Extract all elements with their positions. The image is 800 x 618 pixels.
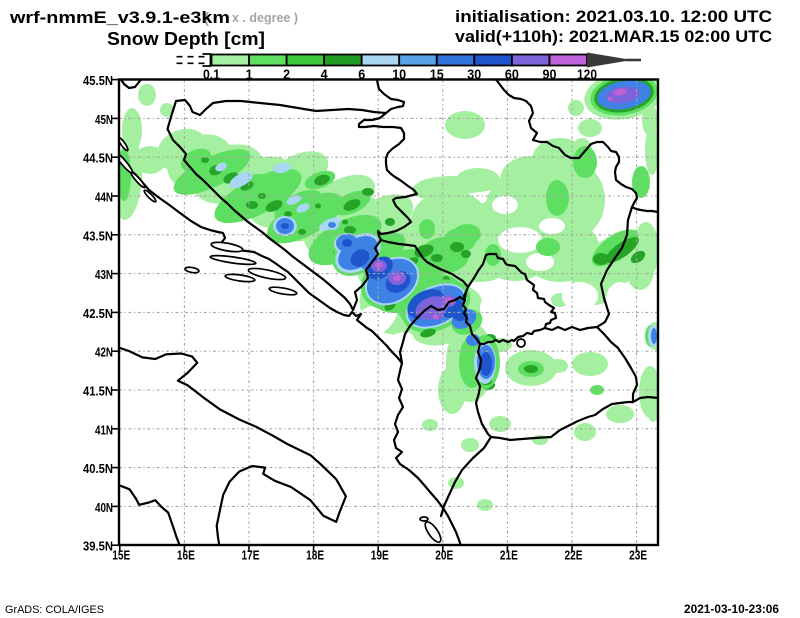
svg-text:41N: 41N [95,422,113,437]
svg-text:20E: 20E [435,548,453,563]
svg-text:15: 15 [430,67,444,82]
svg-text:0.1: 0.1 [203,67,220,82]
svg-text:1: 1 [246,67,253,82]
svg-text:23E: 23E [629,548,647,563]
svg-text:2021-03-10-23:06: 2021-03-10-23:06 [684,602,779,616]
svg-text:42N: 42N [95,345,113,360]
svg-text:30: 30 [467,67,481,82]
svg-text:43.5N: 43.5N [83,228,113,243]
svg-text:(: ( [204,10,209,27]
svg-text:19E: 19E [371,548,389,563]
svg-text:42.5N: 42.5N [83,306,113,321]
svg-text:6: 6 [358,67,365,82]
svg-text:60: 60 [505,67,519,82]
svg-text:Snow Depth [cm]: Snow Depth [cm] [107,29,265,49]
svg-text:x . degree ): x . degree ) [232,10,298,25]
svg-text:43N: 43N [95,267,113,282]
svg-text:16E: 16E [177,548,195,563]
svg-text:44.5N: 44.5N [83,151,113,166]
svg-text:39.5N: 39.5N [83,539,113,554]
svg-text:22E: 22E [565,548,583,563]
svg-text:45N: 45N [95,112,113,127]
svg-text:44N: 44N [95,190,113,205]
svg-text:initialisation: 2021.03.10.: initialisation: 2021.03.10. 12:00 UTC [455,7,772,26]
svg-text:41.5N: 41.5N [83,384,113,399]
svg-text:45.5N: 45.5N [83,73,113,88]
svg-text:40N: 40N [95,500,113,515]
svg-text:40.5N: 40.5N [83,461,113,476]
svg-text:4: 4 [321,67,328,82]
svg-text:GrADS: COLA/IGES: GrADS: COLA/IGES [5,604,104,616]
svg-text:valid(+110h): 2021.MAR.15 02:0: valid(+110h): 2021.MAR.15 02:00 UTC [455,27,772,46]
svg-text:wrf-nmmE_v3.9.1-e3km: wrf-nmmE_v3.9.1-e3km [9,8,230,27]
svg-text:15E: 15E [112,548,130,563]
svg-text:21E: 21E [500,548,518,563]
svg-text:10: 10 [392,67,406,82]
svg-text:120: 120 [577,67,597,82]
svg-text:18E: 18E [306,548,324,563]
svg-text:17E: 17E [242,548,260,563]
svg-text:2: 2 [283,67,290,82]
svg-text:90: 90 [543,67,557,82]
